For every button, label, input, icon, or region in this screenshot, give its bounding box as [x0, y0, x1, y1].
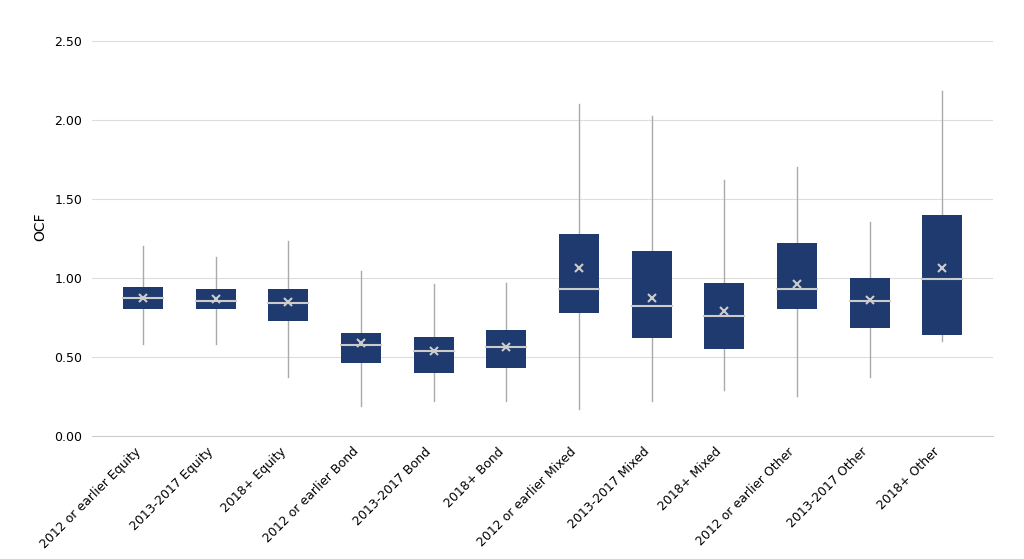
- Bar: [196, 289, 236, 310]
- Bar: [268, 289, 308, 320]
- Bar: [123, 287, 163, 310]
- Bar: [414, 337, 454, 373]
- Bar: [923, 215, 963, 335]
- Bar: [777, 243, 817, 310]
- Bar: [341, 333, 381, 363]
- Bar: [705, 282, 744, 349]
- Bar: [559, 234, 599, 312]
- Bar: [850, 278, 890, 329]
- Bar: [632, 251, 672, 338]
- Bar: [486, 330, 526, 368]
- Y-axis label: OCF: OCF: [34, 212, 47, 241]
